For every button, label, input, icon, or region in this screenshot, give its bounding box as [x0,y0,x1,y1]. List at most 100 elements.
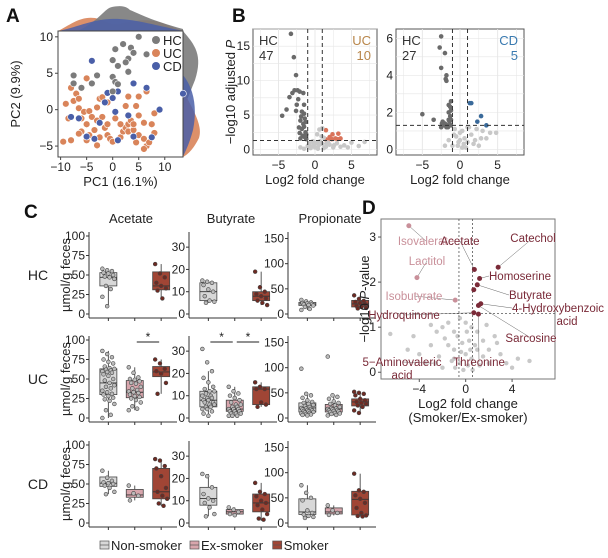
point-labeled [475,311,481,317]
y-tick-label: 50 [271,491,285,505]
point-nonsig [428,342,434,348]
data-point [156,501,161,506]
point-nonsig [417,352,422,357]
y-tick-label: 0 [178,411,185,425]
x-tick-label: 5 [494,158,501,172]
y-tick-label: 0 [386,142,393,156]
data-point [136,375,141,380]
label-leader [401,361,436,364]
point-nonsig [527,358,532,364]
data-point [209,485,215,490]
data-point [237,397,242,403]
point-hc [93,71,101,80]
data-point [359,400,364,406]
data-point [206,413,211,418]
point-nonsig [472,137,478,143]
point-nonsig [388,331,393,337]
metabolite-label: Isovalerate [398,236,454,248]
data-point [152,357,158,362]
group-label-left: HC [259,33,278,48]
panel-label-c: C [24,202,38,223]
y-axis-label-italic: P [357,291,372,300]
metabolite-label: 5−Aminovaleric [363,357,442,369]
legend-label-non-smoker: Non-smoker [111,538,182,553]
data-point [226,384,231,389]
point-HC-enriched [288,31,294,37]
data-point [356,410,362,416]
point-uc [135,111,143,120]
data-point [207,298,212,303]
y-tick-label: 10 [172,494,186,508]
point-cd [88,57,96,65]
point-labeled [495,264,501,270]
data-point [204,474,210,479]
x-tick-label: 0 [312,158,319,172]
point-sig [471,287,477,293]
point-uc [75,129,83,138]
point-uc [148,120,156,128]
point-CD-enriched [478,113,484,119]
point-nonsig [442,143,448,149]
data-point [212,402,217,407]
data-point [238,411,243,416]
column-title-acetate: Acetate [109,211,153,226]
y-tick-label: 0 [178,307,185,321]
point-nonsig [356,143,362,149]
point-hc [69,79,78,88]
point-uc [111,114,119,123]
row-label-uc: UC [28,371,48,387]
data-point [103,384,109,389]
point-nonsig [463,352,468,357]
point-uc [129,120,138,128]
point-HC-enriched [447,104,453,110]
point-nonsig [493,130,499,136]
point-nonsig [338,144,343,150]
data-point [353,299,358,305]
data-point [100,388,105,393]
y-tick-label: 30 [172,449,186,463]
point-nonsig [480,338,486,343]
group-label-left: HC [402,33,421,48]
data-point [209,369,215,374]
point-hc [111,45,119,53]
data-point [330,393,335,398]
data-point [128,380,134,386]
point-hc [69,71,78,80]
point-nonsig [331,143,337,148]
y-axis-label: µmol/g feces [58,342,73,416]
point-labeled [475,303,481,309]
point-hc [124,68,133,76]
point-CD-enriched [468,100,474,106]
point-uc [124,92,133,101]
point-uc [140,145,148,153]
point-nonsig [484,136,489,141]
data-point [112,276,117,282]
box-panel-cd-propionate: 0 50 100 150 [264,441,376,530]
data-point [203,300,209,306]
point-cd [142,84,151,92]
data-point [255,298,260,303]
point-nonsig [461,367,466,373]
label-leader [416,260,428,278]
y-tick-label: 100 [65,229,85,243]
data-point [257,285,263,290]
point-CD-enriched [484,123,489,128]
data-point [331,399,336,404]
data-point [110,361,116,366]
data-point [101,357,106,362]
data-point [363,305,369,311]
data-point [208,404,213,410]
label-leader [478,314,480,363]
data-point [109,268,115,274]
point-hc [142,50,151,59]
data-point [137,379,142,384]
y-axis-label: µmol/g feces [58,447,73,521]
data-point [112,366,117,372]
data-point [204,279,210,284]
y-tick-label: 0 [243,142,250,156]
data-point [330,508,335,513]
point-cd [90,135,99,143]
data-point [131,370,136,375]
legend-label-uc: UC [163,46,182,61]
